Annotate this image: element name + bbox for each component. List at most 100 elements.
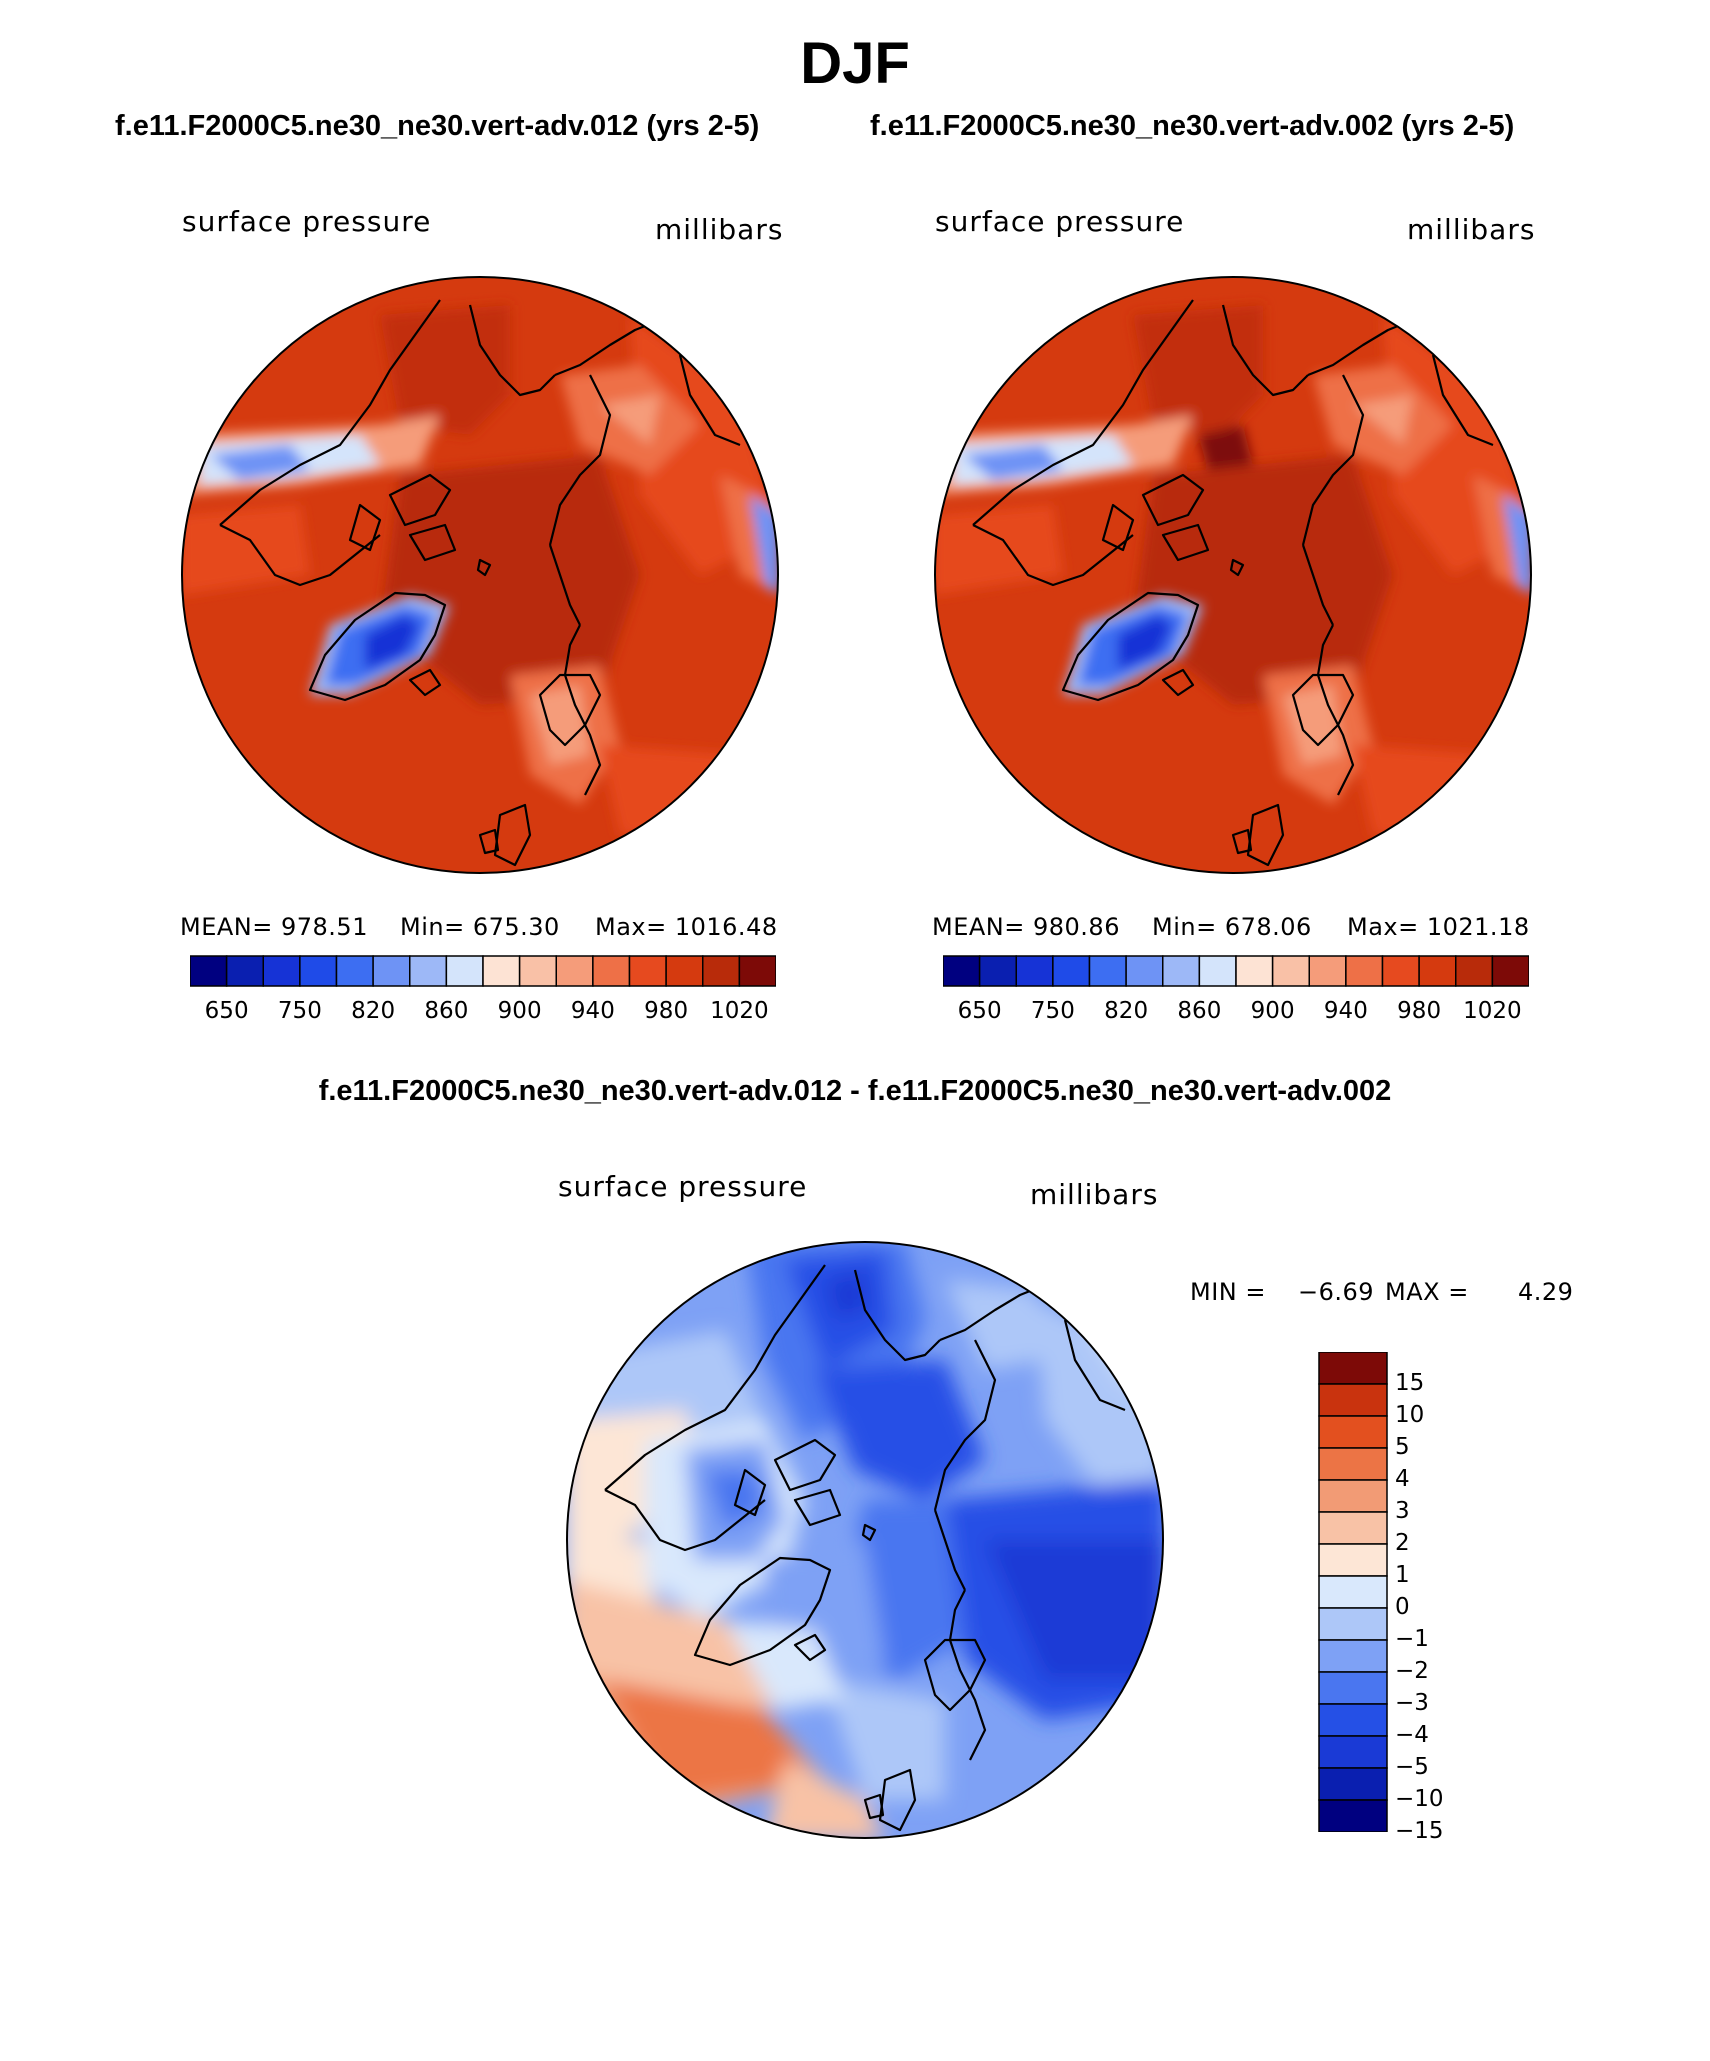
- panel1-units-label: millibars: [655, 213, 784, 246]
- colorbar-tick-label: 940: [570, 998, 615, 1024]
- colorbar-swatch: [1318, 1543, 1388, 1577]
- colorbar-tick-label: 5: [1395, 1434, 1410, 1460]
- diff-min-value: −6.69: [1298, 1278, 1375, 1306]
- panel1-map: [181, 276, 779, 874]
- colorbar-tick-label: −5: [1395, 1754, 1429, 1780]
- colorbar-swatch: [409, 955, 448, 987]
- colorbar-swatch: [1125, 955, 1164, 987]
- colorbar-swatch: [299, 955, 338, 987]
- colorbar-swatch: [1015, 955, 1054, 987]
- colorbar-tick-label: 10: [1395, 1402, 1425, 1428]
- colorbar-swatch: [372, 955, 411, 987]
- colorbar-tick-label: 1020: [710, 998, 769, 1024]
- panel2-mean: MEAN= 980.86: [932, 913, 1120, 941]
- panel1-min: Min= 675.30: [400, 913, 560, 941]
- diff-units-label: millibars: [1030, 1178, 1159, 1211]
- colorbar-tick-label: 860: [424, 998, 469, 1024]
- panel1-mean: MEAN= 978.51: [180, 913, 368, 941]
- colorbar-swatch: [1198, 955, 1237, 987]
- colorbar-tick-label: 750: [277, 998, 322, 1024]
- panel2-coastlines: [972, 299, 1531, 867]
- colorbar-tick-label: 15: [1395, 1370, 1425, 1396]
- colorbar-swatch: [262, 955, 301, 987]
- colorbar-swatch: [978, 955, 1017, 987]
- panel1-colorbar: [190, 955, 776, 987]
- panel1-greenland-low: [310, 595, 450, 695]
- colorbar-swatch: [445, 955, 484, 987]
- panel1-variable-label: surface pressure: [182, 205, 432, 238]
- panel2-greenland-low: [1063, 595, 1203, 695]
- colorbar-swatch: [1318, 1735, 1388, 1769]
- colorbar-swatch: [943, 955, 981, 987]
- colorbar-tick-label: 650: [957, 998, 1002, 1024]
- panel2-min: Min= 678.06: [1152, 913, 1312, 941]
- colorbar-swatch: [1318, 1352, 1388, 1385]
- colorbar-tick-label: −1: [1395, 1626, 1429, 1652]
- diff-max-label: MAX =: [1385, 1278, 1469, 1306]
- colorbar-swatch: [1318, 1447, 1388, 1481]
- colorbar-swatch: [1052, 955, 1091, 987]
- colorbar-swatch: [1318, 1511, 1388, 1545]
- panel1-max: Max= 1016.48: [595, 913, 778, 941]
- colorbar-tick-label: 0: [1395, 1594, 1410, 1620]
- panel2-max: Max= 1021.18: [1347, 913, 1530, 941]
- colorbar-swatch: [738, 955, 776, 987]
- colorbar-tick-label: 1: [1395, 1562, 1410, 1588]
- colorbar-swatch: [1491, 955, 1529, 987]
- colorbar-swatch: [1418, 955, 1457, 987]
- colorbar-swatch: [1162, 955, 1201, 987]
- figure-title: DJF: [800, 31, 910, 96]
- diff-max-value: 4.29: [1518, 1278, 1574, 1306]
- colorbar-tick-label: 2: [1395, 1530, 1410, 1556]
- colorbar-swatch: [1318, 1607, 1388, 1641]
- colorbar-swatch: [1308, 955, 1347, 987]
- diff-map: [566, 1241, 1164, 1839]
- case1-title: f.e11.F2000C5.ne30_ne30.vert-adv.012 (yr…: [115, 110, 760, 142]
- colorbar-swatch: [1318, 1479, 1388, 1513]
- colorbar-tick-label: 900: [1250, 998, 1295, 1024]
- colorbar-swatch: [1318, 1575, 1388, 1609]
- case2-title: f.e11.F2000C5.ne30_ne30.vert-adv.002 (yr…: [870, 110, 1515, 142]
- colorbar-swatch: [555, 955, 594, 987]
- colorbar-tick-label: 1020: [1463, 998, 1522, 1024]
- colorbar-swatch: [225, 955, 264, 987]
- colorbar-tick-label: 4: [1395, 1466, 1410, 1492]
- colorbar-tick-label: 860: [1177, 998, 1222, 1024]
- panel1-map-border: [181, 276, 779, 874]
- diff-coastlines: [604, 1264, 1163, 1832]
- colorbar-swatch: [335, 955, 374, 987]
- panel2-variable-label: surface pressure: [935, 205, 1185, 238]
- colorbar-swatch: [1318, 1799, 1388, 1832]
- colorbar-tick-label: 820: [1104, 998, 1149, 1024]
- colorbar-swatch: [1235, 955, 1274, 987]
- colorbar-swatch: [1318, 1415, 1388, 1449]
- colorbar-swatch: [1318, 1671, 1388, 1705]
- colorbar-swatch: [628, 955, 667, 987]
- diff-variable-label: surface pressure: [558, 1170, 808, 1203]
- colorbar-tick-label: 980: [1397, 998, 1442, 1024]
- panel1-field-contours: [182, 305, 778, 835]
- diff-map-border: [566, 1241, 1164, 1839]
- colorbar-swatch: [190, 955, 228, 987]
- panel2-colorbar: [943, 955, 1529, 987]
- colorbar-tick-label: 820: [351, 998, 396, 1024]
- colorbar-swatch: [1318, 1639, 1388, 1673]
- colorbar-tick-label: −10: [1395, 1786, 1444, 1812]
- diff-colorbar-ticks: 15 10 5 4 3 2 1 0 −1 −2 −3 −4 −5 −10 −15: [1395, 1352, 1475, 1844]
- colorbar-swatch: [1455, 955, 1494, 987]
- colorbar-swatch: [1088, 955, 1127, 987]
- colorbar-tick-label: 750: [1030, 998, 1075, 1024]
- colorbar-swatch: [1318, 1767, 1388, 1801]
- diff-title: f.e11.F2000C5.ne30_ne30.vert-adv.012 - f…: [318, 1075, 1392, 1107]
- colorbar-swatch: [1318, 1703, 1388, 1737]
- panel1-colorbar-ticks: 650 750 820 860 900 940 980 1020: [190, 998, 776, 1028]
- colorbar-swatch: [702, 955, 741, 987]
- colorbar-tick-label: −3: [1395, 1690, 1429, 1716]
- colorbar-swatch: [665, 955, 704, 987]
- colorbar-tick-label: −4: [1395, 1722, 1429, 1748]
- colorbar-tick-label: 650: [204, 998, 249, 1024]
- panel2-map-border: [934, 276, 1532, 874]
- colorbar-tick-label: −2: [1395, 1658, 1429, 1684]
- colorbar-swatch: [1271, 955, 1310, 987]
- colorbar-swatch: [518, 955, 557, 987]
